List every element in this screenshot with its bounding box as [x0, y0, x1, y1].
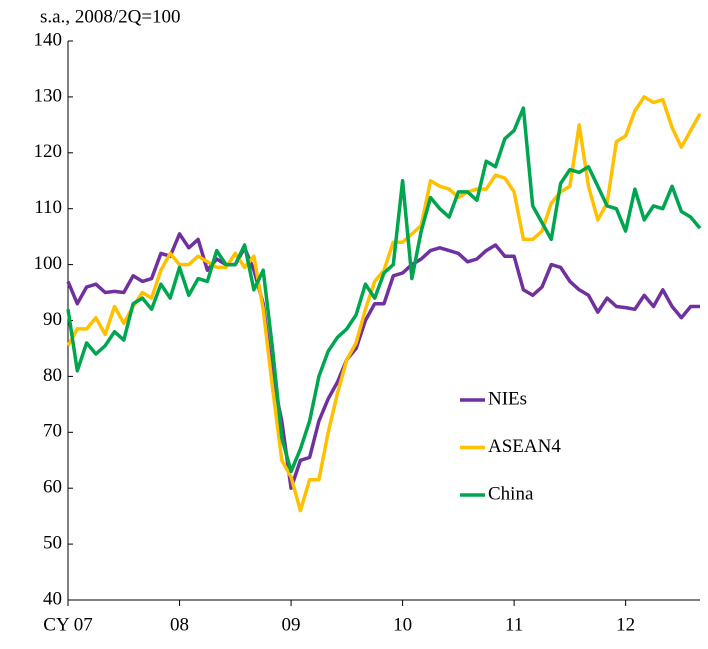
- x-tick-label: 11: [505, 614, 523, 635]
- series-line: [66, 95, 702, 513]
- y-tick-label: 60: [43, 477, 62, 498]
- legend-label: NIEs: [488, 388, 527, 409]
- series-line: [66, 106, 702, 474]
- y-tick-label: 40: [43, 588, 62, 609]
- y-tick-label: 110: [34, 197, 62, 218]
- y-tick-label: 130: [34, 85, 63, 106]
- x-tick-label: 10: [393, 614, 412, 635]
- y-tick-label: 140: [34, 29, 63, 50]
- y-tick-label: 120: [34, 141, 63, 162]
- y-tick-label: 90: [43, 309, 62, 330]
- y-tick-label: 80: [43, 365, 62, 386]
- y-tick-label: 50: [43, 532, 62, 553]
- legend-label: ASEAN4: [488, 436, 561, 457]
- legend-label: China: [488, 483, 534, 504]
- x-tick-label: CY 07: [43, 614, 92, 635]
- y-tick-label: 100: [34, 253, 63, 274]
- x-tick-label: 12: [616, 614, 635, 635]
- x-tick-label: 08: [170, 614, 189, 635]
- chart-subtitle: s.a., 2008/2Q=100: [40, 6, 181, 27]
- y-tick-label: 70: [43, 421, 62, 442]
- series-line: [66, 232, 700, 490]
- x-tick-label: 09: [282, 614, 301, 635]
